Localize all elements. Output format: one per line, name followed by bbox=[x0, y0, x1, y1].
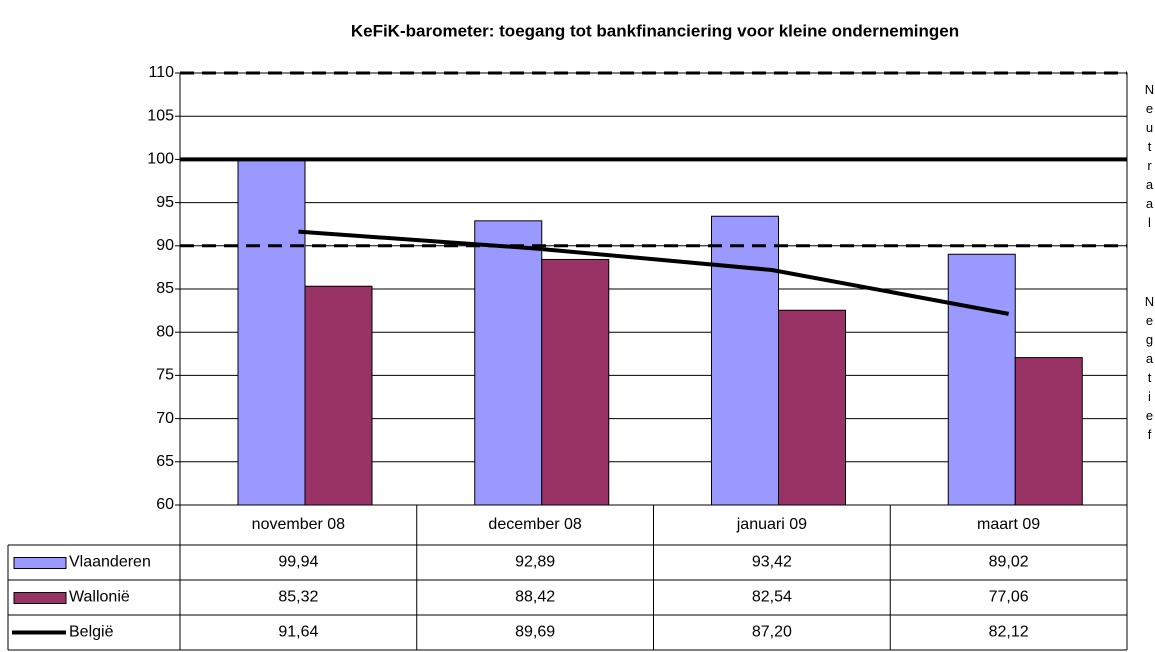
table-cell: 91,64 bbox=[278, 624, 318, 641]
bar bbox=[541, 258, 610, 506]
table-cell: 99,94 bbox=[278, 554, 318, 571]
bar bbox=[474, 220, 543, 506]
y-tick-label: 95 bbox=[156, 194, 174, 211]
x-tick-label: maart 09 bbox=[977, 516, 1040, 533]
legend-label: België bbox=[69, 624, 114, 641]
y-tick-label: 90 bbox=[156, 237, 174, 254]
x-tick-label: januari 09 bbox=[736, 516, 807, 533]
y-tick-label: 65 bbox=[156, 453, 174, 470]
legend-label: Vlaanderen bbox=[69, 554, 151, 571]
table-cell: 85,32 bbox=[278, 589, 318, 606]
y-tick-label: 80 bbox=[156, 323, 174, 340]
table-cell: 89,69 bbox=[515, 624, 555, 641]
legend-swatch bbox=[13, 557, 67, 569]
y-tick-label: 85 bbox=[156, 280, 174, 297]
table-cell: 82,12 bbox=[989, 624, 1029, 641]
x-tick-label: november 08 bbox=[252, 516, 345, 533]
bar bbox=[711, 215, 780, 506]
y-tick-label: 60 bbox=[156, 496, 174, 513]
y-tick-label: 75 bbox=[156, 367, 174, 384]
table-cell: 88,42 bbox=[515, 589, 555, 606]
bar bbox=[1014, 357, 1083, 506]
annotation: Neutraal bbox=[1142, 82, 1155, 234]
chart-title: KeFiK-barometer: toegang tot bankfinanci… bbox=[351, 21, 959, 40]
line-series bbox=[298, 229, 1009, 316]
annotation: Negatief bbox=[1142, 294, 1155, 446]
table-cell: 89,02 bbox=[989, 554, 1029, 571]
table-cell: 82,54 bbox=[752, 589, 792, 606]
bar bbox=[947, 253, 1016, 506]
table-cell: 87,20 bbox=[752, 624, 792, 641]
y-tick-label: 100 bbox=[147, 151, 174, 168]
y-tick-label: 70 bbox=[156, 410, 174, 427]
legend-swatch bbox=[13, 592, 67, 604]
bar bbox=[304, 285, 373, 506]
y-tick-label: 105 bbox=[147, 107, 174, 124]
y-tick-label: 110 bbox=[148, 64, 174, 81]
table-cell: 77,06 bbox=[989, 589, 1029, 606]
table-cell: 92,89 bbox=[515, 554, 555, 571]
bar bbox=[778, 309, 847, 506]
legend-label: Wallonië bbox=[69, 589, 130, 606]
x-tick-label: december 08 bbox=[488, 516, 581, 533]
table-cell: 93,42 bbox=[752, 554, 792, 571]
bar bbox=[237, 159, 306, 506]
